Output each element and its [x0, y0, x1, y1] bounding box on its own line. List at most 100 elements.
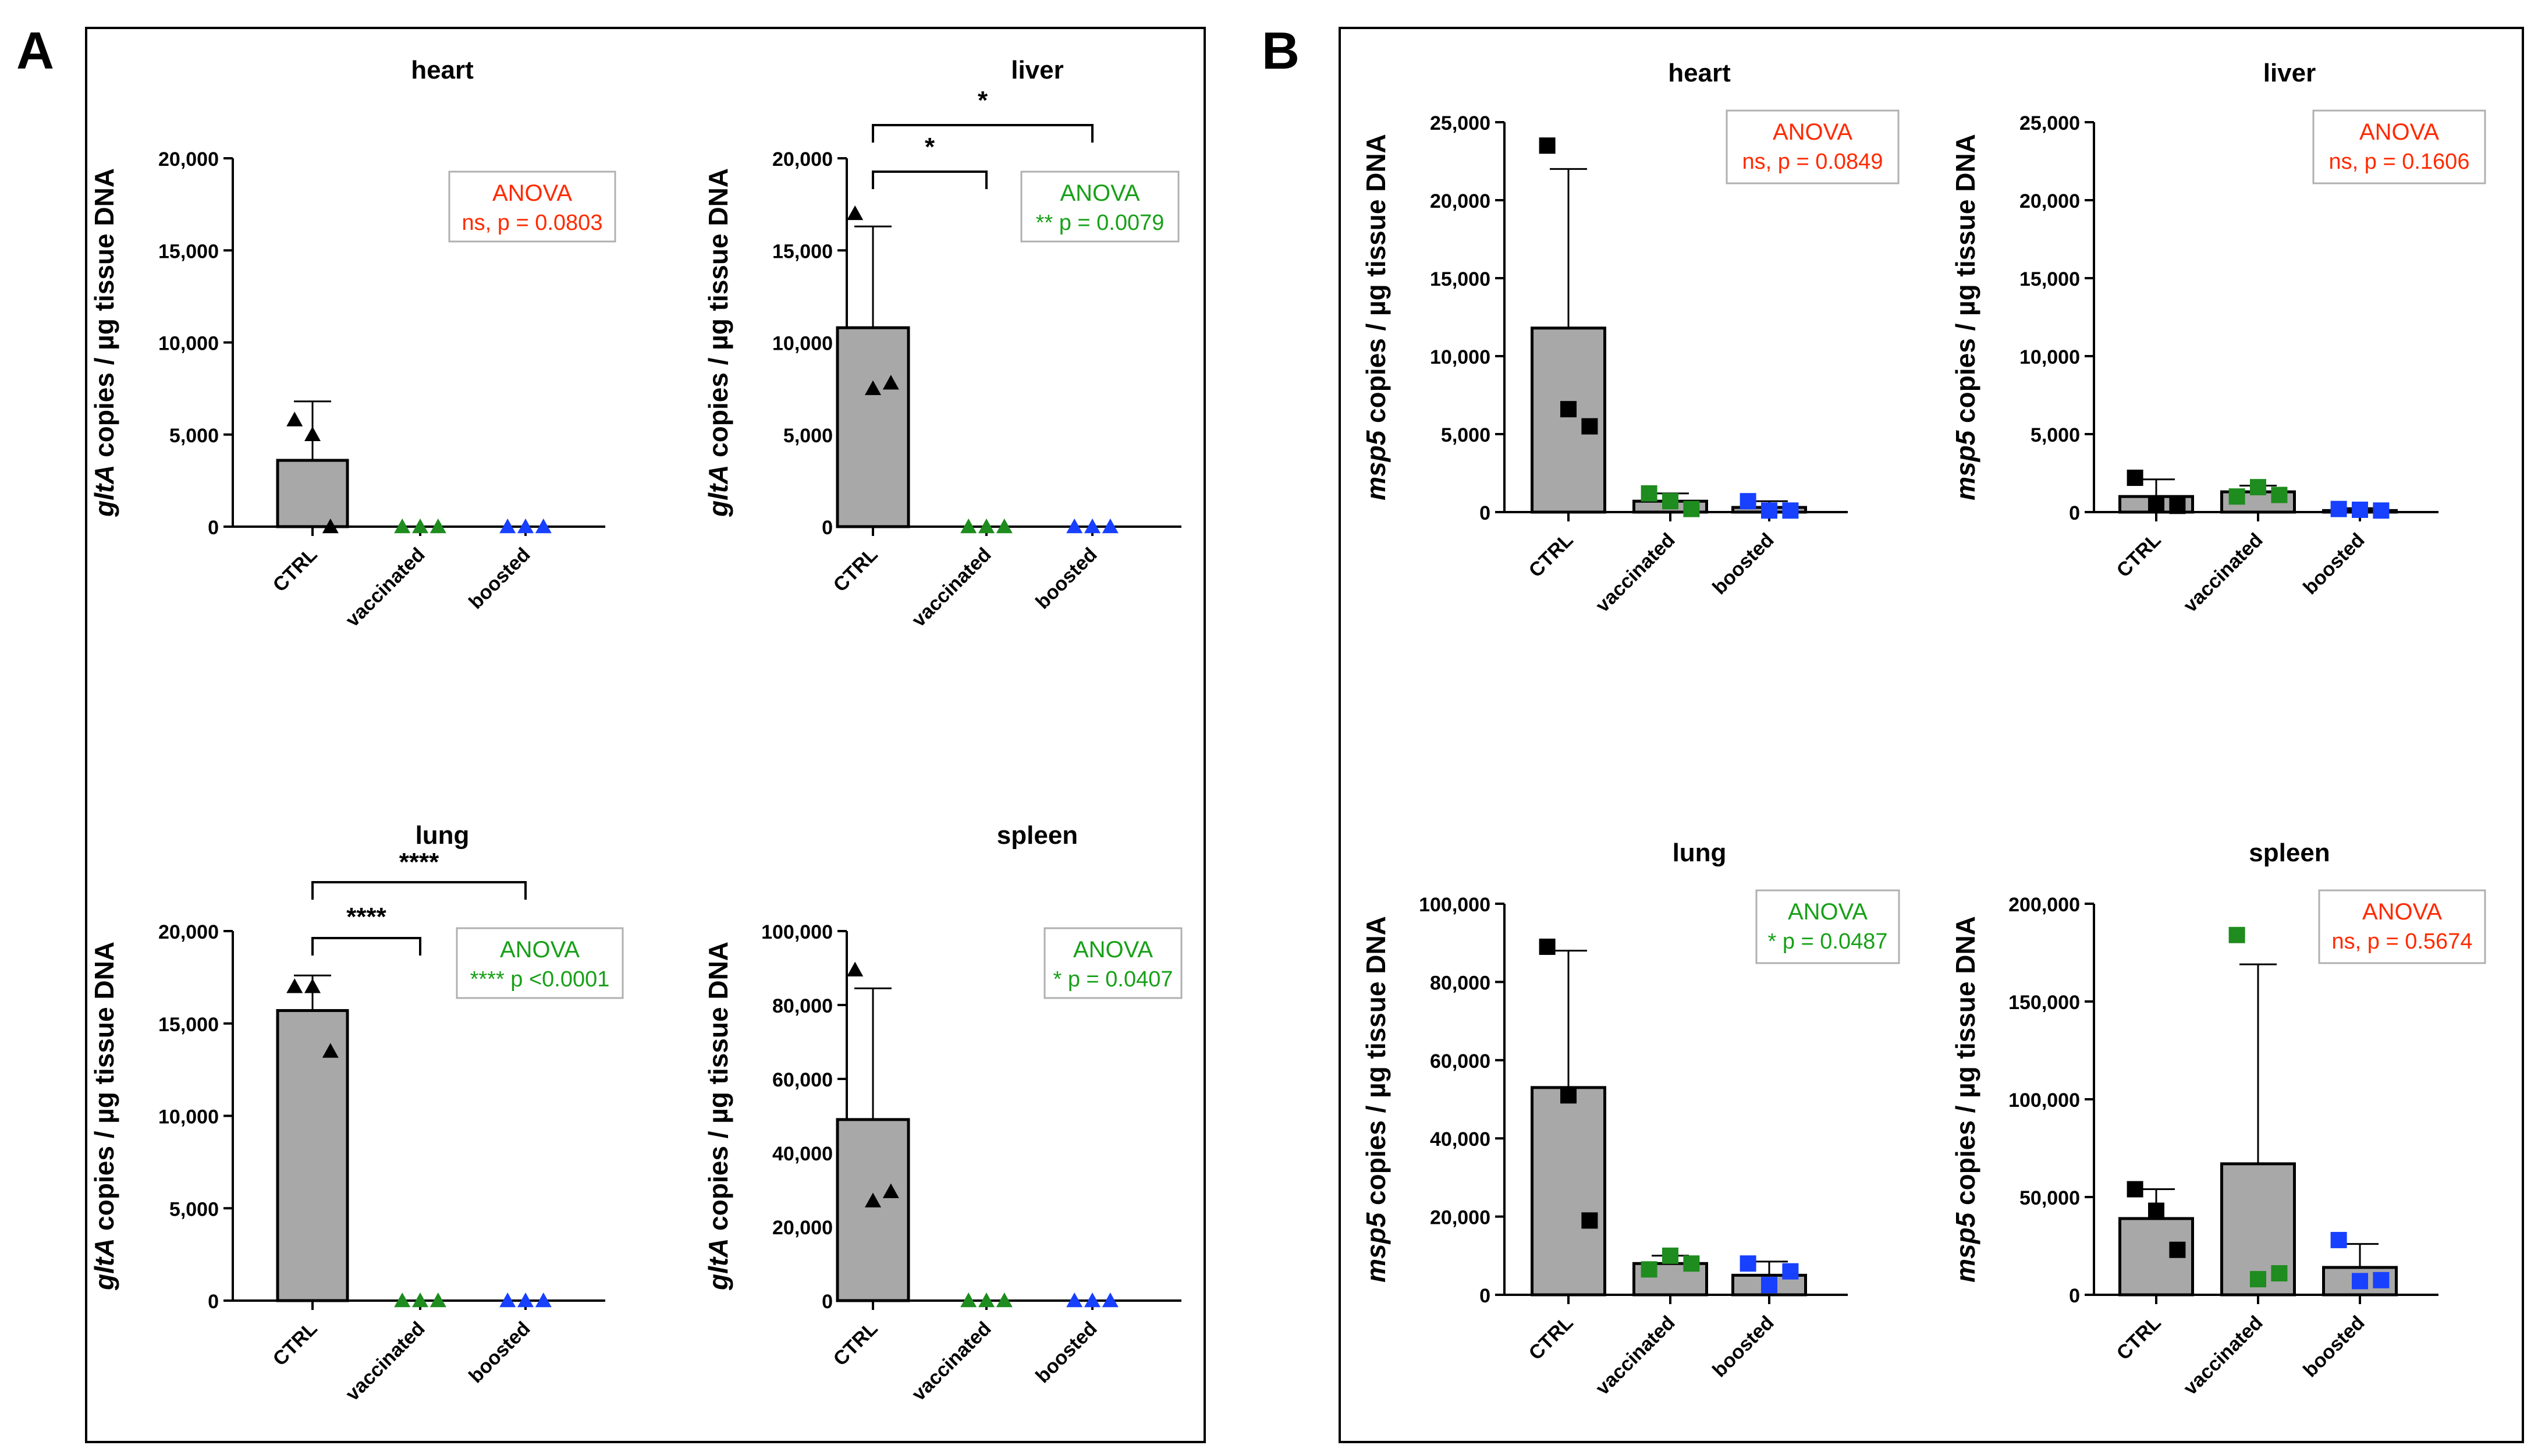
data-point-CTRL — [1539, 137, 1556, 154]
data-point-boosted — [1102, 519, 1119, 534]
x-tick-label: CTRL — [2113, 1312, 2166, 1365]
y-tick-label: 40,000 — [772, 1143, 833, 1165]
significance-bracket — [311, 881, 527, 900]
data-point-CTRL — [286, 411, 303, 427]
data-point-vaccinated — [1641, 1261, 1657, 1278]
data-point-vaccinated — [2228, 926, 2245, 943]
chart-title: spleen — [2249, 839, 2330, 867]
data-point-CTRL — [865, 1192, 881, 1208]
bar-CTRL — [1531, 1086, 1606, 1297]
data-point-boosted — [1782, 1263, 1799, 1280]
data-point-vaccinated — [1683, 1255, 1700, 1272]
bar-CTRL — [276, 459, 349, 528]
panel-a-frame — [85, 27, 1206, 1443]
anova-label: ANOVA — [1073, 937, 1153, 963]
data-point-CTRL — [1581, 418, 1598, 435]
anova-result: **** p <0.0001 — [470, 967, 610, 992]
x-tick-label: boosted — [1708, 1312, 1778, 1382]
x-tick-label: vaccinated — [2180, 1312, 2267, 1400]
y-tick-label: 0 — [2069, 502, 2080, 524]
y-tick-label: 20,000 — [158, 921, 219, 943]
y-tick-label: 5,000 — [169, 1198, 219, 1220]
y-axis-label: msp5 copies / µg tissue DNA — [1361, 134, 1391, 500]
data-point-vaccinated — [2271, 486, 2288, 503]
chart-b-heart: heart 0 5,000 10,000 15,000 20,000 25,000 msp5 … — [1361, 59, 1900, 617]
y-tick-label: 80,000 — [772, 995, 833, 1017]
data-point-vaccinated — [394, 1292, 411, 1308]
data-point-CTRL — [1539, 938, 1556, 955]
chart-title: liver — [1011, 56, 1064, 84]
data-point-boosted — [517, 519, 534, 534]
y-axis-label-unit: copies / µg tissue DNA — [89, 168, 119, 465]
data-point-vaccinated — [1662, 1247, 1678, 1264]
data-point-boosted — [1761, 502, 1777, 519]
chart-title: spleen — [997, 821, 1078, 850]
y-axis-label: msp5 copies / µg tissue DNA — [1950, 916, 1980, 1283]
y-tick-label: 0 — [208, 517, 219, 539]
y-tick-label: 100,000 — [761, 921, 833, 943]
data-point-vaccinated — [2271, 1265, 2288, 1282]
data-point-CTRL — [847, 205, 864, 221]
y-tick-label: 10,000 — [772, 333, 833, 355]
anova-label: ANOVA — [2362, 899, 2442, 925]
significance-bracket — [311, 937, 421, 956]
y-tick-label: 150,000 — [2008, 992, 2080, 1014]
data-point-vaccinated — [1662, 493, 1678, 510]
significance-bracket — [872, 124, 1094, 143]
data-point-vaccinated — [996, 1292, 1013, 1308]
data-point-CTRL — [1581, 1212, 1598, 1229]
data-point-vaccinated — [960, 519, 977, 534]
y-tick-label: 25,000 — [1430, 112, 1490, 134]
data-point-CTRL — [2148, 496, 2164, 513]
anova-result: ns, p = 0.0849 — [1742, 150, 1883, 174]
data-point-CTRL — [2148, 1202, 2164, 1219]
y-axis-label-unit: copies / µg tissue DNA — [703, 942, 733, 1238]
anova-box: ANOVA ** p = 0.0079 — [1020, 171, 1180, 243]
y-axis-label-gene: msp5 — [1361, 1212, 1391, 1283]
y-axis-label-gene: gltA — [89, 465, 119, 517]
data-point-boosted — [1740, 1255, 1756, 1272]
y-axis-label-gene: msp5 — [1950, 429, 1980, 500]
y-tick-label: 60,000 — [1430, 1050, 1490, 1073]
y-tick-label: 0 — [208, 1291, 219, 1313]
data-point-boosted — [1084, 1292, 1101, 1308]
panel-b-letter: B — [1262, 22, 1300, 80]
x-tick-label: CTRL — [269, 544, 322, 596]
significance-label: * — [925, 133, 935, 161]
x-tick-label: boosted — [1031, 544, 1101, 613]
bar-CTRL — [276, 1009, 349, 1302]
y-tick-label: 60,000 — [772, 1069, 833, 1091]
panel-b-frame — [1339, 27, 2524, 1443]
data-point-boosted — [499, 519, 516, 534]
data-point-CTRL — [865, 380, 881, 395]
y-tick-label: 15,000 — [2019, 268, 2080, 290]
data-point-boosted — [2352, 501, 2368, 518]
y-axis-label-unit: copies / µg tissue DNA — [89, 942, 119, 1238]
chart-title: liver — [2263, 59, 2316, 87]
x-tick-label: CTRL — [1525, 529, 1578, 582]
x-tick-label: CTRL — [269, 1317, 322, 1370]
y-axis-label: gltA copies / µg tissue DNA — [703, 168, 733, 517]
data-point-CTRL — [304, 426, 321, 441]
x-tick-label: vaccinated — [908, 1317, 996, 1405]
data-point-vaccinated — [412, 519, 428, 534]
y-tick-label: 20,000 — [158, 148, 219, 171]
y-tick-label: 20,000 — [1430, 190, 1490, 212]
x-tick-label: boosted — [2299, 1312, 2369, 1382]
data-point-CTRL — [2169, 498, 2186, 514]
y-axis-label-unit: copies / µg tissue DNA — [1950, 916, 1980, 1213]
data-point-boosted — [535, 519, 552, 534]
y-tick-label: 40,000 — [1430, 1128, 1490, 1150]
anova-box-frame — [456, 927, 624, 999]
data-point-vaccinated — [978, 519, 995, 534]
anova-result: * p = 0.0487 — [1767, 929, 1887, 954]
data-point-CTRL — [1560, 1087, 1577, 1104]
anova-box: ANOVA **** p <0.0001 — [456, 927, 624, 999]
y-tick-label: 20,000 — [772, 1217, 833, 1239]
data-point-vaccinated — [996, 519, 1013, 534]
x-tick-label: boosted — [464, 1317, 534, 1387]
chart-title: heart — [411, 56, 474, 84]
data-point-vaccinated — [2228, 488, 2245, 505]
x-tick-label: CTRL — [1525, 1312, 1578, 1365]
